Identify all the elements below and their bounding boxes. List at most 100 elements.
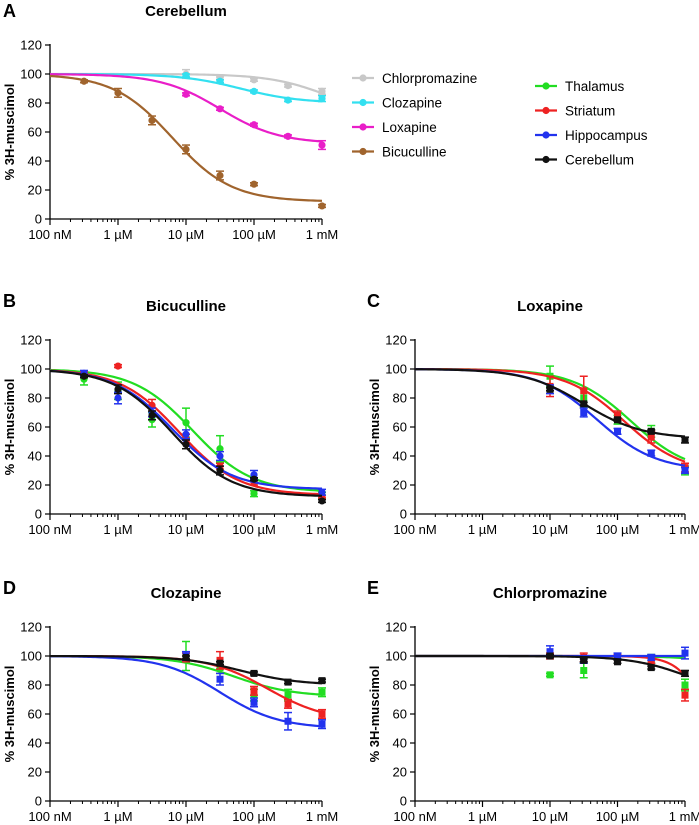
data-point — [80, 372, 88, 380]
data-point — [614, 416, 621, 424]
legend-regions: Thalamus Striatum Hippocampus Cerebellum — [535, 79, 648, 168]
x-tick-label: 1 mM — [306, 227, 339, 242]
y-tick-label: 0 — [35, 507, 42, 522]
data-point — [216, 105, 224, 113]
y-axis-label: % 3H-muscimol — [2, 379, 17, 476]
legend-swatch-marker — [542, 131, 550, 139]
data-point — [681, 436, 689, 444]
data-point — [148, 411, 156, 419]
y-tick-label: 20 — [393, 478, 407, 493]
data-point — [284, 700, 292, 708]
series-cerebellum — [49, 369, 326, 505]
data-point — [681, 467, 689, 474]
data-point — [647, 449, 655, 457]
data-point — [182, 419, 190, 427]
data-point — [250, 490, 258, 498]
data-point — [250, 475, 258, 483]
x-tick-label: 10 µM — [532, 522, 568, 537]
data-point — [614, 658, 621, 666]
panel-e: E Chlorpromazine 0 20 40 60 80 100 120 100 nM 1 µM… — [367, 578, 699, 824]
data-point — [284, 691, 292, 699]
legend-swatch-marker — [359, 74, 367, 82]
legend-swatch-marker — [359, 147, 367, 156]
y-tick-label: 40 — [393, 736, 407, 751]
panel-letter: D — [3, 578, 16, 598]
data-point — [216, 77, 224, 85]
x-tick-label: 100 µM — [232, 522, 276, 537]
x-tick-label: 1 µM — [103, 227, 132, 242]
data-point — [318, 141, 326, 149]
y-tick-label: 40 — [28, 736, 42, 751]
data-point — [114, 89, 122, 97]
data-point — [250, 87, 258, 95]
x-tick-label: 1 µM — [468, 522, 497, 537]
y-tick-label: 0 — [35, 794, 42, 809]
panel-c: C Loxapine 0 20 40 60 80 100 120 100 nM 1 µM 10 µM 1… — [367, 291, 699, 537]
y-tick-label: 100 — [20, 67, 42, 82]
data-point — [546, 652, 554, 660]
x-tick-label: 1 mM — [306, 809, 339, 824]
y-tick-label: 100 — [20, 649, 42, 664]
panel-b: B Bicuculline 0 20 40 60 80 100 120 100 nM 1 µM 10 … — [2, 291, 338, 537]
x-tick-label: 100 µM — [232, 809, 276, 824]
data-point — [580, 656, 588, 664]
x-tick-label: 100 µM — [596, 522, 640, 537]
fit-curve — [414, 368, 686, 438]
x-tick-label: 1 mM — [669, 809, 699, 824]
y-tick-label: 80 — [28, 391, 42, 406]
legend-swatch-marker — [542, 82, 550, 90]
data-point — [250, 698, 258, 706]
panel-letter: B — [3, 291, 16, 311]
x-tick-label: 100 nM — [28, 522, 71, 537]
data-point — [250, 121, 258, 129]
data-point — [681, 669, 689, 677]
data-point — [182, 653, 190, 661]
x-tick-label: 1 µM — [103, 809, 132, 824]
y-axis-label: % 3H-muscimol — [2, 666, 17, 763]
legend-label: Thalamus — [565, 79, 625, 94]
data-point — [284, 82, 292, 90]
data-point — [681, 649, 689, 657]
x-tick-label: 100 µM — [596, 809, 640, 824]
legend-label: Chlorpromazine — [382, 71, 477, 86]
panel-a: A Cerebellum 0 20 40 60 80 100 120 100 nM 1 µM 10 µ… — [2, 1, 477, 242]
data-point — [182, 90, 190, 98]
y-tick-label: 60 — [28, 707, 42, 722]
panel-letter: E — [367, 578, 379, 598]
y-tick-label: 40 — [28, 449, 42, 464]
data-point — [318, 720, 326, 728]
x-tick-label: 10 µM — [168, 522, 204, 537]
y-tick-label: 0 — [400, 507, 407, 522]
x-tick-label: 100 µM — [232, 227, 276, 242]
legend-label: Striatum — [565, 104, 615, 119]
panel-letter: A — [3, 1, 16, 21]
y-tick-label: 100 — [385, 362, 407, 377]
data-point — [216, 452, 224, 460]
data-point — [216, 171, 224, 180]
data-point — [546, 385, 554, 393]
data-point — [318, 677, 326, 685]
data-point — [284, 96, 292, 104]
data-point — [284, 132, 292, 140]
legend-swatch-marker — [359, 123, 367, 131]
series-cerebellum — [415, 652, 689, 678]
data-point — [182, 430, 190, 438]
data-point — [546, 648, 554, 656]
y-tick-label: 20 — [28, 183, 42, 198]
data-point — [580, 387, 588, 395]
y-tick-label: 120 — [20, 620, 42, 635]
y-tick-label: 80 — [393, 391, 407, 406]
data-point — [114, 385, 122, 393]
data-point — [580, 400, 588, 408]
series-loxapine — [49, 73, 326, 151]
data-point — [647, 427, 655, 435]
y-tick-label: 120 — [385, 620, 407, 635]
panel-title: Chlorpromazine — [493, 585, 607, 602]
series-cerebellum — [50, 653, 326, 686]
data-point — [114, 362, 122, 370]
y-tick-label: 60 — [393, 707, 407, 722]
data-point — [318, 497, 326, 505]
x-tick-label: 1 mM — [669, 522, 699, 537]
x-tick-label: 1 mM — [306, 522, 339, 537]
